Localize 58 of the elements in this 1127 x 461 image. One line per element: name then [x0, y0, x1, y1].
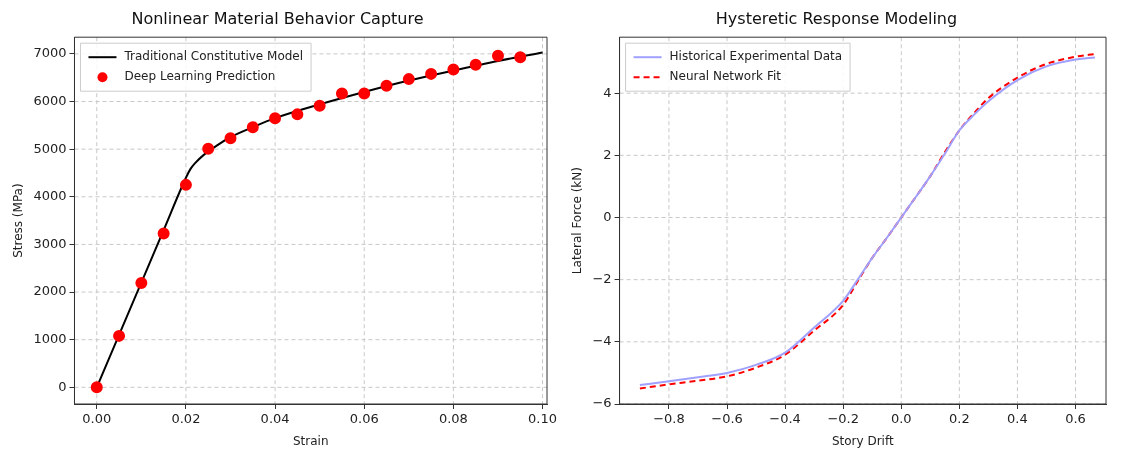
- y-tick-label: 2: [603, 146, 612, 162]
- point: [447, 63, 460, 76]
- y-tick-label: 3000: [33, 235, 67, 251]
- y-tick-label: −2: [592, 271, 612, 287]
- y-axis-title: Lateral Force (kN): [570, 167, 585, 275]
- y-tick-label: −6: [592, 395, 612, 411]
- point: [224, 132, 237, 145]
- point: [491, 49, 504, 62]
- point: [380, 79, 393, 92]
- x-tick-label: 0.08: [438, 411, 468, 427]
- y-tick-label: 2000: [33, 283, 67, 299]
- point: [469, 58, 482, 71]
- point: [514, 51, 527, 64]
- y-tick-label: 4: [603, 84, 612, 100]
- point: [335, 87, 348, 100]
- x-tick-label: −0.6: [711, 411, 743, 427]
- x-tick-label: 0.02: [171, 411, 201, 427]
- y-tick-label: 0: [58, 378, 67, 394]
- x-tick-label: 0.0: [890, 411, 912, 427]
- point: [402, 73, 415, 86]
- x-tick-label: −0.4: [769, 411, 801, 427]
- point: [358, 87, 371, 100]
- y-tick-label: 0: [603, 208, 612, 224]
- x-axis-title: Strain: [292, 433, 329, 448]
- y-tick-label: 1000: [33, 331, 67, 347]
- point: [202, 142, 215, 155]
- x-tick-label: 0.00: [82, 411, 112, 427]
- legend-label: Historical Experimental Data: [669, 49, 843, 64]
- point: [113, 329, 126, 342]
- point: [291, 108, 304, 121]
- y-tick-label: 6000: [33, 92, 67, 108]
- x-tick-label: −0.2: [827, 411, 859, 427]
- y-tick-label: 5000: [33, 140, 67, 156]
- chart-title: Nonlinear Material Behavior Capture: [131, 8, 424, 28]
- y-tick-label: 7000: [33, 45, 67, 61]
- x-tick-label: 0.06: [349, 411, 379, 427]
- y-axis-title: Stress (MPa): [11, 183, 26, 258]
- point: [135, 277, 148, 289]
- x-tick-label: 0.04: [260, 411, 290, 427]
- y-tick-label: 4000: [33, 188, 67, 204]
- point: [90, 381, 103, 394]
- x-tick-label: 0.10: [528, 411, 558, 427]
- point: [157, 227, 170, 240]
- point: [246, 121, 259, 134]
- x-axis-title: Story Drift: [831, 433, 894, 448]
- legend-label: Deep Learning Prediction: [124, 69, 276, 84]
- legend-label: Traditional Constitutive Model: [123, 49, 304, 64]
- y-tick-label: −4: [592, 333, 612, 349]
- legend-label: Neural Network Fit: [669, 69, 782, 84]
- point: [313, 99, 326, 112]
- chart-title: Hysteretic Response Modeling: [715, 8, 958, 28]
- x-tick-label: −0.8: [653, 411, 685, 427]
- point: [269, 112, 282, 125]
- point: [179, 178, 192, 191]
- point: [425, 67, 438, 80]
- x-tick-label: 0.2: [949, 411, 970, 427]
- x-tick-label: 0.4: [1007, 411, 1028, 427]
- x-tick-label: 0.6: [1065, 411, 1086, 427]
